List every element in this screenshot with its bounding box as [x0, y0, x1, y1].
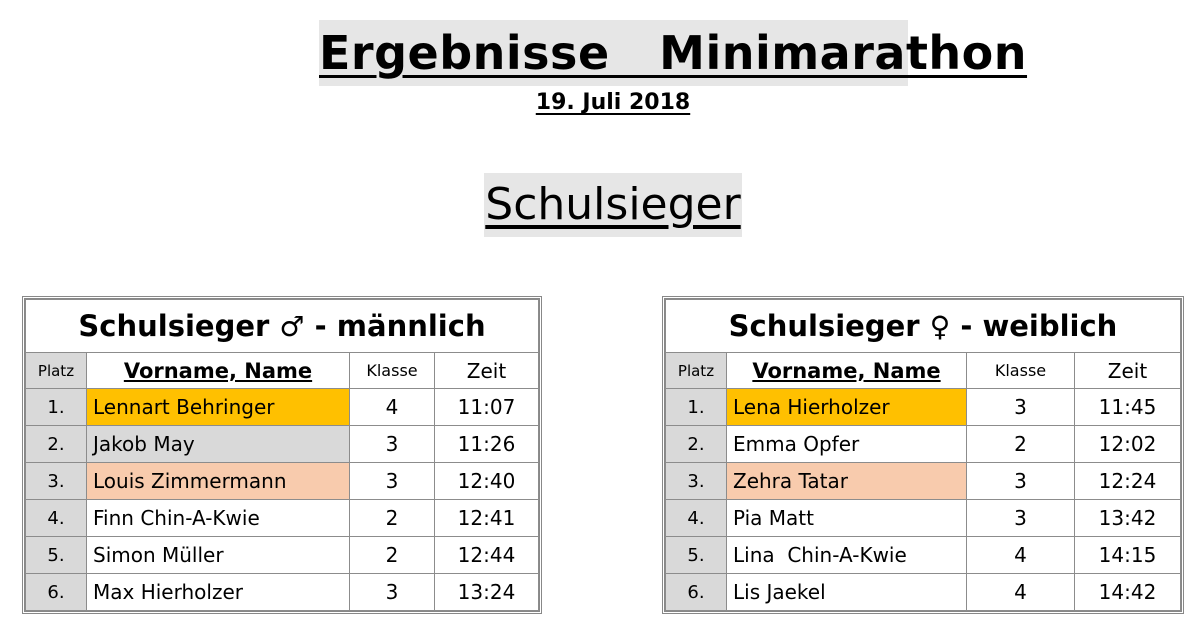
col-header-zeit: Zeit — [1074, 352, 1181, 389]
section-box: Schulsieger — [484, 173, 742, 237]
cell-name: Zehra Tatar — [726, 462, 967, 500]
cell-zeit: 13:24 — [434, 573, 539, 611]
table-row: 2. Emma Opfer 2 12:02 — [665, 425, 1181, 463]
cell-platz: 5. — [25, 536, 87, 574]
cell-name: Jakob May — [86, 425, 350, 463]
title-box: Ergebnisse Minimarathon — [319, 20, 1028, 86]
table-caption-male: Schulsieger ♂ - männlich — [25, 299, 539, 353]
cell-zeit: 11:45 — [1074, 388, 1181, 426]
cell-platz: 2. — [25, 425, 87, 463]
cell-name: Lena Hierholzer — [726, 388, 967, 426]
cell-platz: 4. — [25, 499, 87, 537]
cell-klasse: 3 — [966, 462, 1075, 500]
page-title: Ergebnisse Minimarathon — [319, 26, 1028, 80]
caption-title: Schulsieger — [78, 309, 270, 343]
results-table-female: Schulsieger ♀ - weiblich Platz Vorname, … — [662, 296, 1184, 614]
cell-klasse: 3 — [966, 499, 1075, 537]
cell-zeit: 11:07 — [434, 388, 539, 426]
cell-zeit: 11:26 — [434, 425, 539, 463]
cell-platz: 4. — [665, 499, 727, 537]
cell-zeit: 12:40 — [434, 462, 539, 500]
cell-name: Emma Opfer — [726, 425, 967, 463]
cell-zeit: 12:02 — [1074, 425, 1181, 463]
caption-suffix: - männlich — [314, 309, 486, 343]
table-row: 4. Pia Matt 3 13:42 — [665, 499, 1181, 537]
cell-platz: 6. — [25, 573, 87, 611]
section-title: Schulsieger — [485, 179, 741, 230]
caption-suffix: - weiblich — [960, 309, 1118, 343]
col-header-name: Vorname, Name — [726, 352, 967, 389]
cell-klasse: 3 — [966, 388, 1075, 426]
table-row: 2. Jakob May 3 11:26 — [25, 425, 539, 463]
cell-platz: 1. — [25, 388, 87, 426]
table-row: 1. Lena Hierholzer 3 11:45 — [665, 388, 1181, 426]
table-row: 6. Max Hierholzer 3 13:24 — [25, 573, 539, 611]
event-date: 19. Juli 2018 — [535, 90, 691, 115]
male-symbol-icon: ♂ — [279, 310, 305, 343]
table-row: 5. Lina Chin-A-Kwie 4 14:15 — [665, 536, 1181, 574]
cell-platz: 6. — [665, 573, 727, 611]
table-row: 5. Simon Müller 2 12:44 — [25, 536, 539, 574]
table-row: 3. Louis Zimmermann 3 12:40 — [25, 462, 539, 500]
cell-klasse: 3 — [349, 462, 435, 500]
cell-name: Max Hierholzer — [86, 573, 350, 611]
cell-klasse: 4 — [966, 573, 1075, 611]
cell-platz: 3. — [665, 462, 727, 500]
col-header-klasse: Klasse — [349, 352, 435, 389]
cell-klasse: 2 — [349, 499, 435, 537]
cell-zeit: 12:24 — [1074, 462, 1181, 500]
table-row: 6. Lis Jaekel 4 14:42 — [665, 573, 1181, 611]
cell-zeit: 12:44 — [434, 536, 539, 574]
col-header-platz: Platz — [25, 352, 87, 389]
table-row: 3. Zehra Tatar 3 12:24 — [665, 462, 1181, 500]
cell-platz: 2. — [665, 425, 727, 463]
cell-name: Simon Müller — [86, 536, 350, 574]
cell-platz: 1. — [665, 388, 727, 426]
table-caption-female: Schulsieger ♀ - weiblich — [665, 299, 1181, 353]
cell-name: Lis Jaekel — [726, 573, 967, 611]
cell-platz: 5. — [665, 536, 727, 574]
col-header-klasse: Klasse — [966, 352, 1075, 389]
table-row: 4. Finn Chin-A-Kwie 2 12:41 — [25, 499, 539, 537]
cell-klasse: 2 — [966, 425, 1075, 463]
cell-name: Louis Zimmermann — [86, 462, 350, 500]
cell-klasse: 3 — [349, 425, 435, 463]
results-table-male: Schulsieger ♂ - männlich Platz Vorname, … — [22, 296, 542, 614]
col-header-platz: Platz — [665, 352, 727, 389]
col-header-name: Vorname, Name — [86, 352, 350, 389]
cell-platz: 3. — [25, 462, 87, 500]
cell-zeit: 14:42 — [1074, 573, 1181, 611]
table-row: 1. Lennart Behringer 4 11:07 — [25, 388, 539, 426]
cell-zeit: 14:15 — [1074, 536, 1181, 574]
cell-name: Lina Chin-A-Kwie — [726, 536, 967, 574]
cell-klasse: 4 — [349, 388, 435, 426]
female-symbol-icon: ♀ — [929, 310, 951, 343]
col-header-zeit: Zeit — [434, 352, 539, 389]
cell-name: Pia Matt — [726, 499, 967, 537]
cell-klasse: 2 — [349, 536, 435, 574]
cell-klasse: 4 — [966, 536, 1075, 574]
caption-title: Schulsieger — [728, 309, 920, 343]
cell-klasse: 3 — [349, 573, 435, 611]
cell-name: Lennart Behringer — [86, 388, 350, 426]
cell-zeit: 12:41 — [434, 499, 539, 537]
cell-zeit: 13:42 — [1074, 499, 1181, 537]
cell-name: Finn Chin-A-Kwie — [86, 499, 350, 537]
